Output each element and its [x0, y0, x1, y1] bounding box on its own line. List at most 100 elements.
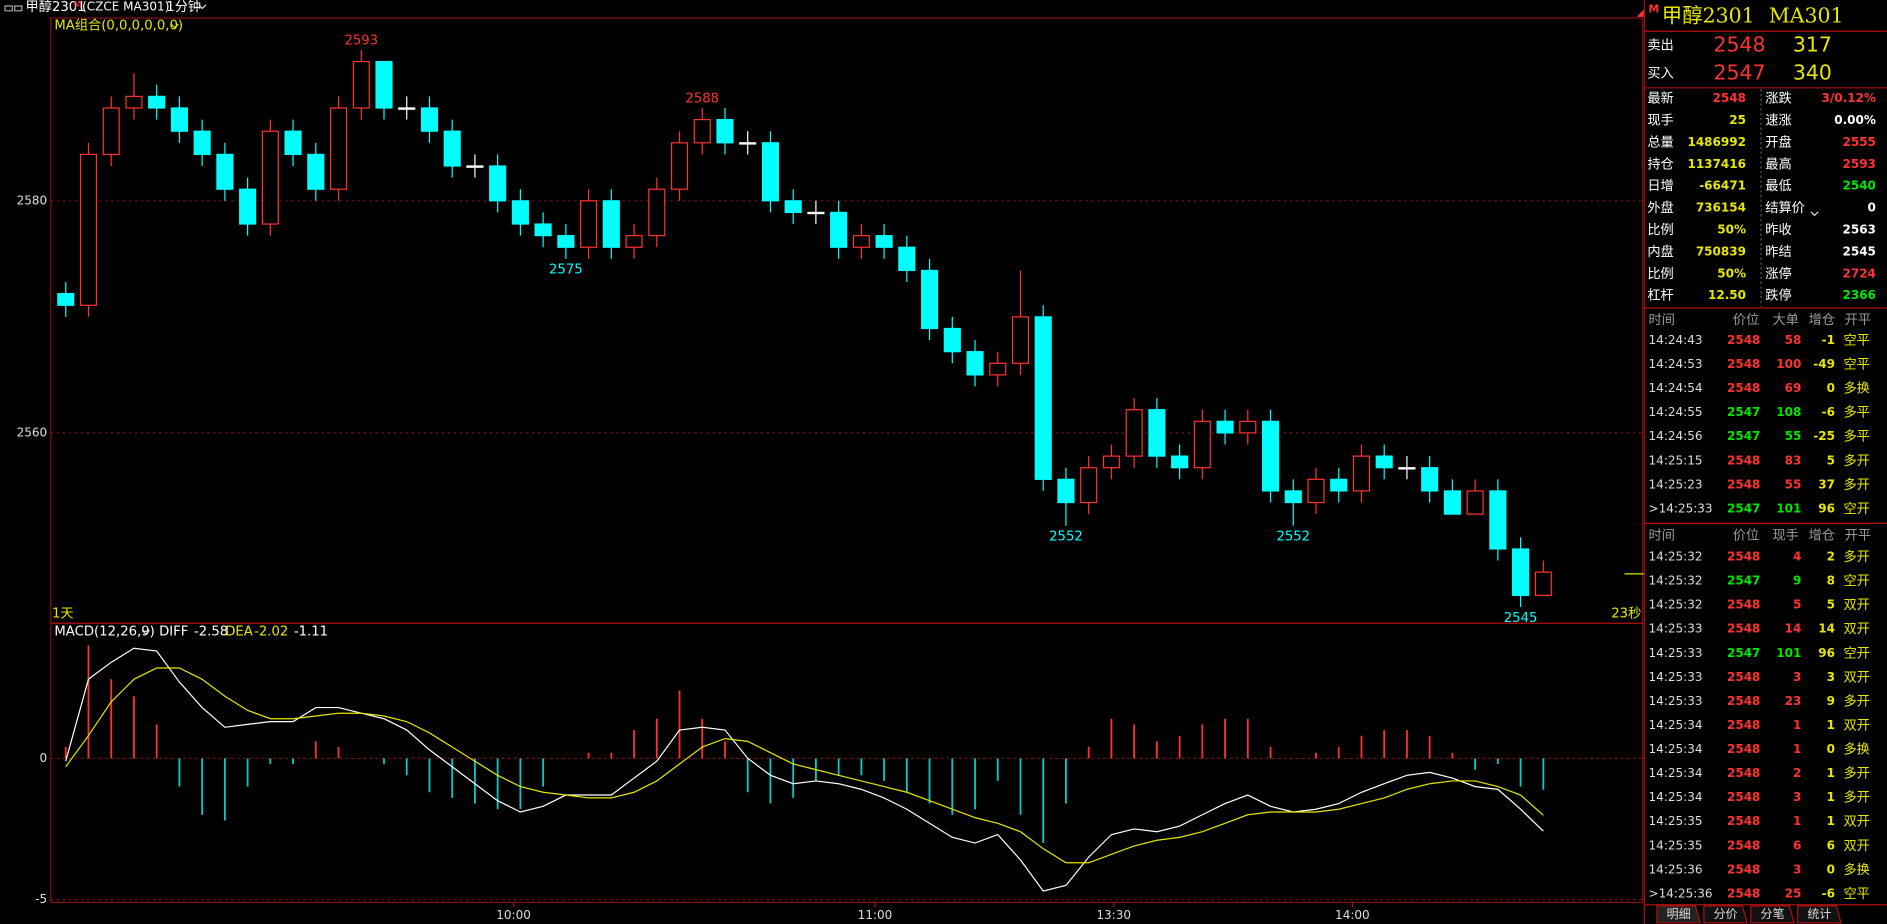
table-cell: 2548 — [1727, 886, 1760, 900]
candle-body — [352, 60, 370, 109]
table-cell: 9 — [1793, 574, 1801, 588]
candle-body — [239, 188, 257, 225]
quote-value: 736154 — [1696, 201, 1746, 215]
candle-body — [1512, 548, 1530, 596]
tab[interactable]: 分笔 — [1760, 906, 1784, 921]
table-cell: 58 — [1785, 333, 1802, 347]
tab[interactable]: 分价 — [1714, 907, 1738, 921]
table-cell: 14:25:34 — [1649, 718, 1703, 732]
quote-value: 2548 — [1713, 91, 1746, 105]
tab-shape[interactable] — [1656, 905, 1702, 924]
period-label: 1天 — [52, 607, 74, 622]
candle-body — [602, 200, 620, 248]
chart-layer: MA组合(0,0,0,0,0,0) 1天 23秒 2560 2580 10:00 11:00… — [17, 17, 1643, 922]
quote-label: 涨跌 — [1765, 91, 1791, 107]
candle-body — [1307, 478, 1325, 504]
candle-body — [1080, 467, 1098, 504]
table-cell: 96 — [1818, 646, 1835, 660]
table-cell: 2547 — [1727, 501, 1760, 515]
table-cell: 14:24:53 — [1649, 357, 1703, 371]
table-cell: 55 — [1785, 429, 1802, 443]
table-cell: 多平 — [1843, 428, 1869, 445]
tab-shape[interactable] — [1797, 905, 1842, 924]
table-cell: 25 — [1785, 886, 1802, 900]
table-cell: 0 — [1827, 862, 1835, 876]
candle-body — [1489, 490, 1507, 550]
period[interactable]: 1分钟 — [166, 0, 201, 15]
candle-body — [1239, 420, 1257, 434]
table-cell: 多开 — [1843, 789, 1869, 806]
quote-label: 现手 — [1647, 113, 1673, 129]
table-cell: >14:25:33 — [1649, 501, 1713, 515]
table-cell: 14:24:55 — [1649, 405, 1703, 419]
table-cell: 6 — [1793, 838, 1801, 852]
instrument-title: 甲醇2301 — [1662, 3, 1755, 27]
table-cell: 2548 — [1727, 381, 1760, 395]
symbol: 甲醇2301 — [26, 0, 86, 15]
candle-body — [648, 188, 666, 237]
table-cell: -49 — [1813, 357, 1835, 371]
table-cell: 1 — [1827, 718, 1835, 732]
candle-body — [375, 60, 393, 109]
table-header: 增仓 — [1809, 312, 1835, 328]
quote-value: 2545 — [1842, 244, 1875, 258]
candle-body — [329, 107, 348, 190]
quote-label: 昨结 — [1765, 244, 1791, 260]
table-cell: 2548 — [1727, 598, 1760, 612]
quote-value: 0.00% — [1834, 113, 1876, 127]
tab-shape[interactable] — [1750, 905, 1795, 924]
tab[interactable]: 统计 — [1807, 907, 1831, 921]
table-cell: -6 — [1822, 886, 1835, 900]
candle-body — [398, 107, 416, 110]
table-cell: 5 — [1827, 453, 1835, 467]
table-cell: 2548 — [1727, 477, 1760, 491]
chart-frame — [50, 17, 1644, 903]
table-header: 开平 — [1845, 313, 1871, 328]
quote-value: 50% — [1717, 266, 1746, 280]
table-cell: 14:25:35 — [1649, 838, 1703, 852]
table-cell: 2548 — [1727, 742, 1760, 756]
candle-body — [966, 351, 984, 376]
tab[interactable]: 明细 — [1667, 907, 1691, 921]
table-cell: 双开 — [1843, 815, 1869, 830]
table-cell: 2548 — [1727, 453, 1760, 467]
candle-body — [1261, 420, 1280, 492]
candle-body — [761, 142, 779, 202]
table-cell: 14:25:32 — [1649, 598, 1703, 612]
quote-label: 开盘 — [1765, 133, 1791, 150]
quote-value: 2593 — [1842, 157, 1875, 171]
table-cell: 37 — [1818, 477, 1835, 491]
candle-body — [670, 142, 689, 190]
candle-body — [216, 153, 234, 190]
table-cell: 空开 — [1843, 573, 1869, 589]
table-cell: 5 — [1827, 598, 1835, 612]
table-cell: 14:25:36 — [1649, 862, 1703, 876]
quote-label: 外盘 — [1647, 199, 1673, 216]
y-tick-label: 2560 — [17, 425, 48, 439]
table-cell: 空开 — [1843, 501, 1869, 517]
buy-price: 2547 — [1714, 60, 1766, 84]
table-cell: 2548 — [1727, 357, 1760, 371]
table-cell: 2548 — [1727, 694, 1760, 708]
tab-shape[interactable] — [1703, 905, 1748, 924]
candle-body — [807, 211, 825, 215]
table-cell: 9 — [1827, 694, 1835, 708]
table-cell: 多开 — [1843, 452, 1869, 469]
indicator-label: MA组合(0,0,0,0,0,0) — [54, 17, 183, 33]
table-cell: 14:25:23 — [1649, 477, 1703, 491]
table-cell: 100 — [1776, 357, 1801, 371]
x-tick-label: 10:00 — [496, 908, 531, 922]
instrument-code: MA301 — [1769, 3, 1844, 27]
extreme-label: 2552 — [1276, 530, 1310, 545]
candle-body — [875, 235, 893, 248]
candle-body — [989, 362, 1007, 376]
table-cell: 14 — [1785, 622, 1802, 636]
quote-value: 0 — [1868, 201, 1876, 215]
table-cell: 108 — [1776, 405, 1801, 419]
table-cell: 3 — [1793, 790, 1801, 804]
candle-body — [1057, 478, 1075, 504]
table-header: 时间 — [1649, 312, 1675, 328]
table-cell: 3 — [1793, 670, 1801, 684]
table-cell: 2548 — [1727, 766, 1760, 780]
